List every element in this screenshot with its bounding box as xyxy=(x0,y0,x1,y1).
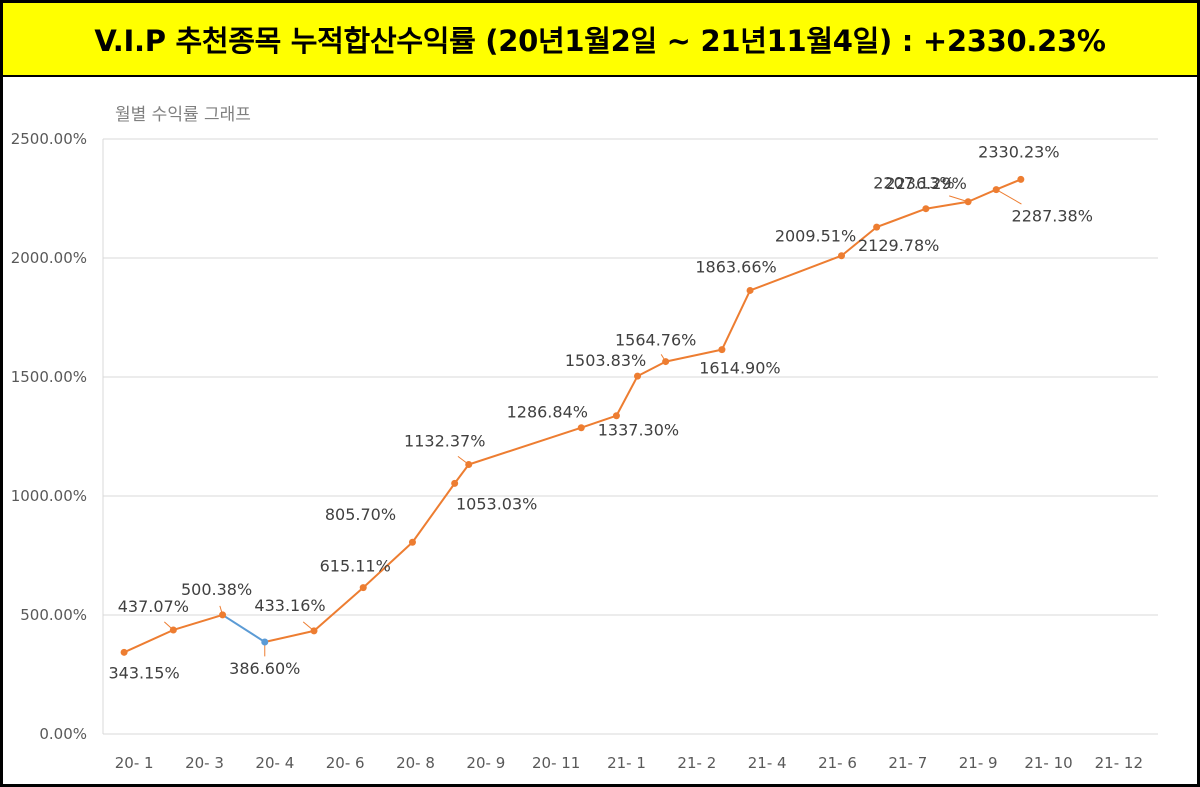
data-point xyxy=(746,286,754,294)
data-point xyxy=(169,626,177,634)
data-point xyxy=(634,372,642,380)
banner-title: V.I.P 추천종목 누적합산수익률 (20년1월2일 ~ 21년11월4일) … xyxy=(94,24,1106,58)
data-label: 343.15% xyxy=(109,663,180,682)
series-line-segment xyxy=(123,629,174,654)
data-point xyxy=(922,205,930,213)
data-label: 2287.38% xyxy=(1012,207,1093,226)
series-line-segment xyxy=(967,188,997,203)
series-line-segment xyxy=(362,541,414,589)
line-chart: 월별 수익률 그래프 0.00% 500.00% 1000.00% 1500.00% 20… xyxy=(11,105,1158,772)
series-line-segment xyxy=(580,414,617,429)
data-label: 1132.37% xyxy=(404,431,485,450)
data-label: 2207.13% xyxy=(873,174,954,193)
data-point xyxy=(465,460,473,468)
x-tick-label: 20- 9 xyxy=(466,754,505,772)
data-point xyxy=(838,252,845,260)
series-line-segment xyxy=(995,178,1022,191)
data-label: 805.70% xyxy=(325,505,396,524)
y-tick-label: 0.00% xyxy=(39,725,87,743)
x-tick-label: 21- 1 xyxy=(607,754,646,772)
data-point xyxy=(718,346,726,354)
series-line-segment xyxy=(468,426,582,466)
data-label: 2009.51% xyxy=(775,227,856,246)
data-point xyxy=(873,223,881,231)
x-tick-label: 20- 1 xyxy=(115,754,154,772)
series-line-segment xyxy=(453,463,470,484)
series-line-segment xyxy=(313,586,364,632)
x-tick-label: 21- 7 xyxy=(888,754,927,772)
x-tick-label: 20- 8 xyxy=(396,754,435,772)
data-point xyxy=(261,638,269,646)
series-line-segment xyxy=(637,360,667,377)
label-leader-line xyxy=(995,189,1022,205)
data-point xyxy=(310,627,318,635)
y-tick-label: 500.00% xyxy=(20,606,87,624)
series-line-segment xyxy=(840,226,878,257)
data-label: 2236.29% xyxy=(885,174,966,193)
x-tick-label: 21- 12 xyxy=(1095,754,1143,772)
y-tick-label: 1500.00% xyxy=(11,368,87,386)
series-line-segment xyxy=(264,629,315,643)
x-tick-label: 21- 4 xyxy=(748,754,787,772)
y-tick-label: 2500.00% xyxy=(11,130,87,148)
data-point xyxy=(408,538,416,546)
data-label: 1337.30% xyxy=(598,421,679,440)
series-line-segment xyxy=(876,207,927,229)
series-line-segment xyxy=(411,482,456,543)
data-point xyxy=(1017,175,1025,183)
data-label: 1053.03% xyxy=(456,494,537,513)
data-label: 1863.66% xyxy=(695,257,776,276)
data-point xyxy=(359,584,367,592)
data-label: 1503.83% xyxy=(565,351,646,370)
series-line-segment xyxy=(615,375,639,417)
data-point xyxy=(992,186,1000,194)
data-point xyxy=(964,198,972,206)
data-label: 386.60% xyxy=(229,659,300,678)
x-tick-label: 20- 6 xyxy=(326,754,365,772)
data-point xyxy=(120,648,128,656)
series-line-segment xyxy=(925,200,969,210)
chart-area: 월별 수익률 그래프 0.00% 500.00% 1000.00% 1500.00% 20… xyxy=(3,77,1197,784)
chart-title: 월별 수익률 그래프 xyxy=(115,105,251,125)
data-label: 615.11% xyxy=(320,557,391,576)
y-tick-label: 1000.00% xyxy=(11,487,87,505)
data-point xyxy=(219,611,227,619)
x-tick-label: 20- 11 xyxy=(532,754,580,772)
series-line-segment xyxy=(665,348,723,363)
data-label: 2129.78% xyxy=(858,236,939,255)
series-line-segment xyxy=(721,290,751,351)
data-point xyxy=(662,358,670,366)
x-tick-label: 20- 3 xyxy=(185,754,224,772)
x-tick-label: 20- 4 xyxy=(255,754,294,772)
y-tick-label: 2000.00% xyxy=(11,249,87,267)
series-line-segment xyxy=(173,613,223,631)
data-point xyxy=(577,424,585,432)
data-label: 1564.76% xyxy=(615,331,696,350)
series-line-segment xyxy=(749,254,842,292)
data-label: 437.07% xyxy=(118,597,189,616)
data-label: 500.38% xyxy=(181,580,252,599)
data-point xyxy=(451,479,459,487)
data-label: 433.16% xyxy=(254,596,325,615)
x-tick-label: 21- 6 xyxy=(818,754,857,772)
data-label: 1614.90% xyxy=(699,359,780,378)
x-tick-label: 21- 2 xyxy=(677,754,716,772)
x-tick-label: 21- 9 xyxy=(959,754,998,772)
series-line-segment xyxy=(222,614,266,643)
title-banner: V.I.P 추천종목 누적합산수익률 (20년1월2일 ~ 21년11월4일) … xyxy=(3,3,1197,75)
data-label: 1286.84% xyxy=(507,403,588,422)
data-label: 2330.23% xyxy=(978,142,1059,161)
data-point xyxy=(612,412,620,420)
x-tick-label: 21- 10 xyxy=(1024,754,1072,772)
